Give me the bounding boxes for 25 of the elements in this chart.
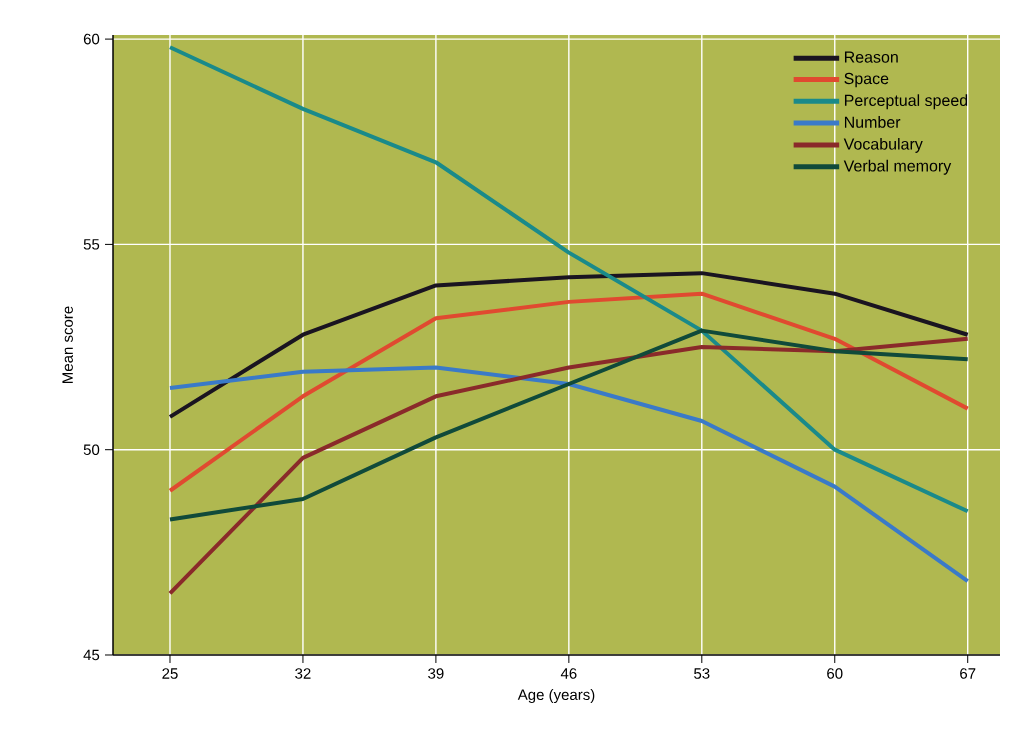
- y-tick-label: 45: [83, 649, 100, 661]
- legend-label: Verbal memory: [843, 159, 952, 175]
- line-series: [167, 291, 970, 493]
- line-series: [167, 271, 970, 419]
- line-series: [167, 365, 970, 584]
- legend-label: Reason: [844, 51, 898, 63]
- y-tick-label: 55: [83, 239, 100, 250]
- x-tick-label: 60: [827, 668, 843, 679]
- line-series: [167, 45, 970, 514]
- line-series: [167, 328, 970, 522]
- legend-label: Perceptual speed: [844, 94, 968, 110]
- legend-label: Vocabulary: [843, 137, 923, 153]
- x-tick-label: 46: [560, 668, 577, 679]
- y-tick-label: 50: [83, 444, 100, 455]
- x-tick-label: 32: [295, 668, 311, 679]
- y-tick-label: 60: [83, 33, 100, 45]
- legend-label: Number: [844, 116, 901, 128]
- x-tick-label: 67: [960, 668, 976, 679]
- x-axis-title: Age (years): [517, 689, 595, 703]
- x-tick-label: 25: [162, 668, 178, 679]
- line-series: [167, 336, 970, 596]
- x-tick-label: 53: [694, 668, 710, 679]
- y-axis-title: Mean score: [62, 306, 73, 383]
- x-tick-label: 39: [428, 668, 444, 679]
- legend-label: Space: [844, 72, 889, 88]
